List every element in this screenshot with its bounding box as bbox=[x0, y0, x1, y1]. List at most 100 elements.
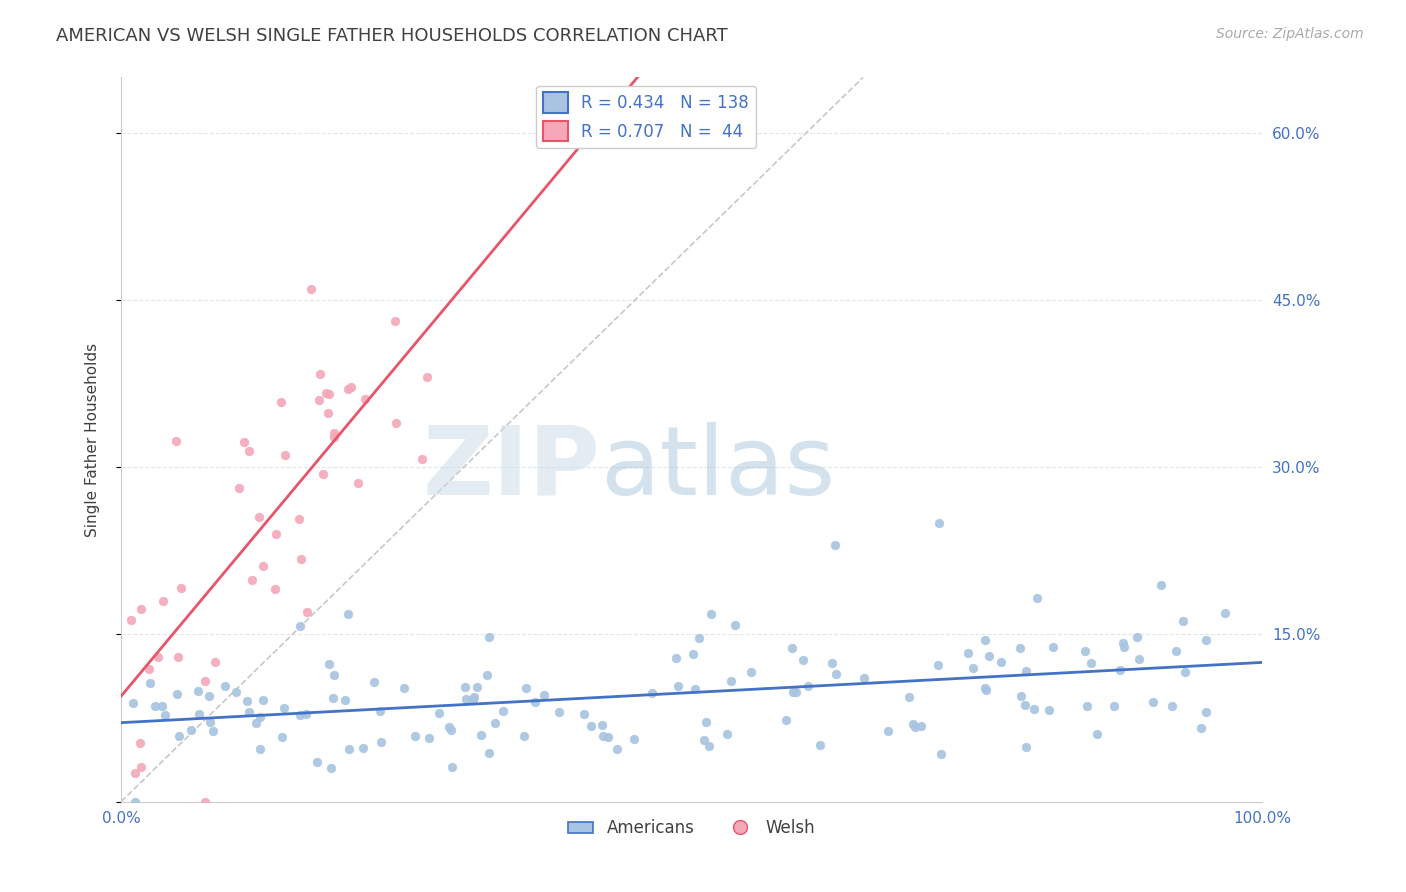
Point bbox=[370, 704, 392, 718]
Point bbox=[596, 731, 619, 745]
Point bbox=[780, 640, 803, 655]
Point bbox=[238, 444, 260, 458]
Point bbox=[252, 558, 274, 573]
Point bbox=[322, 426, 344, 441]
Point bbox=[1015, 664, 1038, 678]
Point bbox=[429, 706, 451, 720]
Point bbox=[129, 602, 152, 616]
Point bbox=[470, 728, 492, 742]
Point bbox=[974, 681, 997, 696]
Point bbox=[904, 720, 927, 734]
Point bbox=[724, 617, 747, 632]
Point bbox=[1076, 699, 1098, 714]
Point bbox=[478, 630, 501, 644]
Point bbox=[138, 662, 160, 676]
Point bbox=[775, 713, 797, 727]
Point bbox=[180, 723, 202, 738]
Point bbox=[478, 747, 501, 761]
Point bbox=[418, 731, 440, 746]
Point bbox=[931, 747, 953, 761]
Point bbox=[139, 676, 162, 690]
Point bbox=[271, 730, 294, 744]
Point bbox=[129, 760, 152, 774]
Point bbox=[290, 552, 312, 566]
Point bbox=[454, 680, 477, 694]
Point bbox=[688, 631, 710, 645]
Point bbox=[484, 716, 506, 731]
Point bbox=[1213, 606, 1236, 620]
Point bbox=[290, 708, 312, 723]
Point bbox=[1112, 640, 1135, 655]
Point bbox=[1024, 702, 1046, 716]
Point bbox=[491, 704, 513, 718]
Point bbox=[322, 691, 344, 706]
Point bbox=[290, 619, 312, 633]
Point bbox=[249, 710, 271, 724]
Point bbox=[440, 723, 463, 738]
Point bbox=[233, 434, 256, 449]
Point bbox=[411, 452, 433, 467]
Point bbox=[974, 682, 997, 697]
Point bbox=[273, 701, 295, 715]
Point bbox=[308, 392, 330, 407]
Point bbox=[716, 727, 738, 741]
Point bbox=[898, 690, 921, 704]
Point bbox=[785, 685, 807, 699]
Point bbox=[1189, 721, 1212, 735]
Point bbox=[853, 671, 876, 685]
Point bbox=[1142, 694, 1164, 708]
Point bbox=[198, 689, 221, 703]
Point bbox=[187, 684, 209, 698]
Point bbox=[810, 739, 832, 753]
Point bbox=[1161, 699, 1184, 714]
Point bbox=[515, 681, 537, 695]
Point bbox=[439, 720, 461, 734]
Point bbox=[990, 655, 1012, 669]
Text: ZIP: ZIP bbox=[423, 422, 600, 515]
Point bbox=[404, 730, 426, 744]
Point bbox=[513, 729, 536, 743]
Point bbox=[641, 685, 664, 699]
Point bbox=[683, 681, 706, 696]
Point bbox=[247, 510, 270, 524]
Point bbox=[347, 476, 370, 491]
Point bbox=[318, 406, 340, 420]
Point bbox=[120, 614, 142, 628]
Point bbox=[143, 699, 166, 714]
Point bbox=[824, 538, 846, 552]
Point bbox=[1015, 740, 1038, 755]
Point bbox=[1166, 644, 1188, 658]
Point bbox=[1195, 633, 1218, 648]
Point bbox=[1195, 706, 1218, 720]
Point bbox=[238, 705, 260, 719]
Point bbox=[461, 693, 484, 707]
Point bbox=[572, 706, 595, 721]
Point bbox=[146, 650, 169, 665]
Point bbox=[877, 724, 900, 739]
Point bbox=[394, 681, 416, 695]
Point bbox=[245, 715, 267, 730]
Point bbox=[1111, 636, 1133, 650]
Point bbox=[225, 685, 247, 699]
Text: Source: ZipAtlas.com: Source: ZipAtlas.com bbox=[1216, 27, 1364, 41]
Point bbox=[309, 367, 332, 381]
Point bbox=[152, 594, 174, 608]
Point bbox=[440, 760, 463, 774]
Point bbox=[665, 651, 688, 665]
Point bbox=[1171, 614, 1194, 628]
Point bbox=[384, 416, 406, 430]
Point bbox=[1026, 591, 1049, 605]
Point bbox=[270, 395, 292, 409]
Point bbox=[315, 386, 337, 401]
Point bbox=[796, 679, 818, 693]
Point bbox=[1073, 644, 1095, 658]
Point bbox=[170, 582, 193, 596]
Y-axis label: Single Father Households: Single Father Households bbox=[86, 343, 100, 537]
Point bbox=[821, 656, 844, 670]
Text: atlas: atlas bbox=[600, 422, 835, 515]
Point bbox=[318, 657, 340, 671]
Point bbox=[153, 708, 176, 723]
Point bbox=[1010, 689, 1032, 703]
Point bbox=[236, 694, 259, 708]
Point bbox=[475, 668, 498, 682]
